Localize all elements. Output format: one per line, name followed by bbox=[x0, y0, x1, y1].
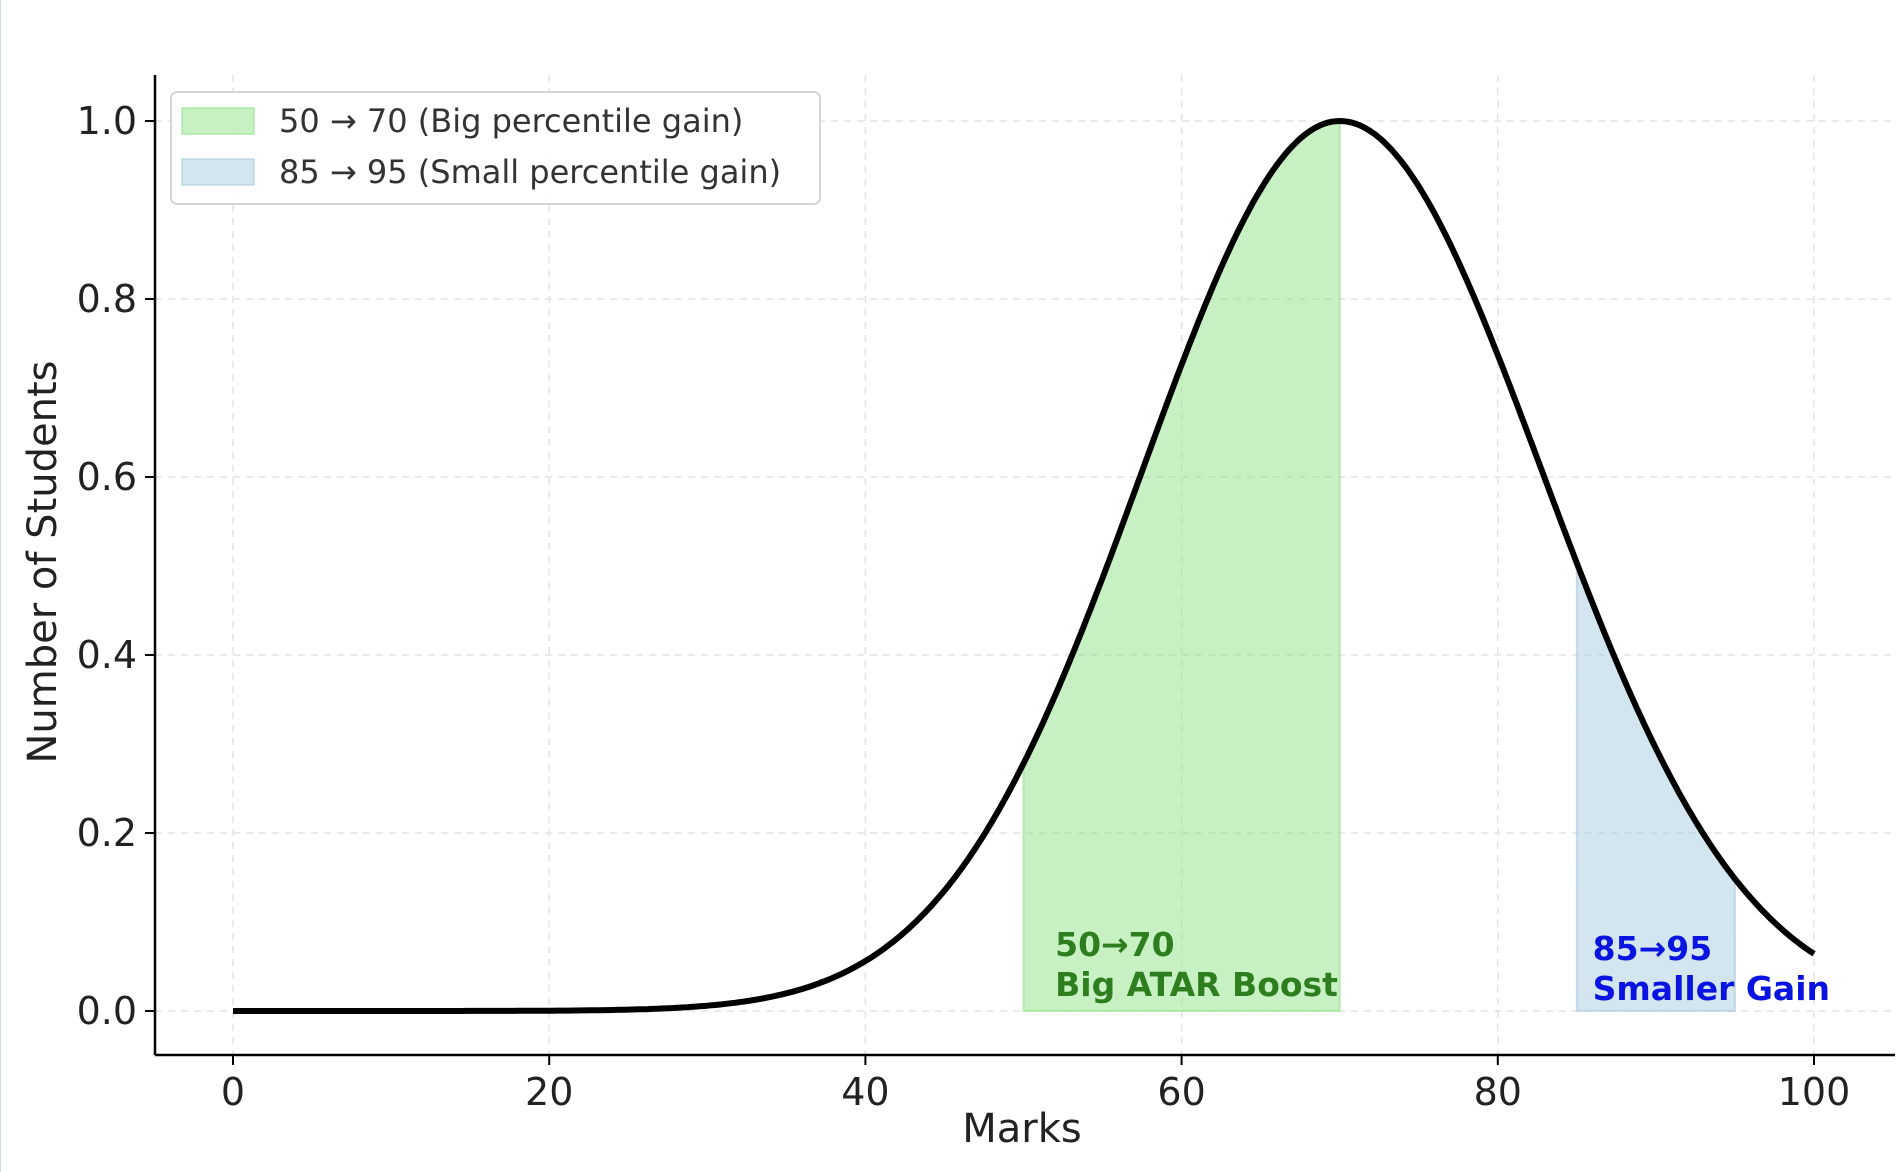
y-tick-label-1: 0.2 bbox=[77, 811, 137, 855]
x-tick-label-1: 20 bbox=[525, 1070, 573, 1114]
legend-swatch-big-gain bbox=[181, 107, 255, 135]
y-axis-title: Number of Students bbox=[20, 361, 66, 764]
legend-label-small-gain: 85 → 95 (Small percentile gain) bbox=[279, 153, 781, 191]
x-tick-labels: 0 20 40 60 80 100 bbox=[221, 1055, 1850, 1114]
density-curve bbox=[233, 118, 1816, 1014]
legend-swatch-small-gain bbox=[181, 158, 255, 186]
x-axis-title: Marks bbox=[962, 1106, 1081, 1152]
page-left-edge bbox=[0, 0, 1, 1172]
y-tick-label-0: 0.0 bbox=[77, 989, 137, 1033]
x-tick-label-4: 80 bbox=[1474, 1070, 1522, 1114]
x-tick-label-2: 40 bbox=[841, 1070, 889, 1114]
annotation-0-range: 50→70 bbox=[1055, 925, 1175, 964]
annotation-1-range: 85→95 bbox=[1593, 929, 1713, 968]
y-tick-label-2: 0.4 bbox=[77, 633, 137, 677]
y-tick-label-4: 0.8 bbox=[77, 277, 137, 321]
y-tick-label-3: 0.6 bbox=[77, 455, 137, 499]
y-tick-labels: 0.0 0.2 0.4 0.6 0.8 1.0 bbox=[77, 99, 155, 1033]
x-tick-label-5: 100 bbox=[1778, 1070, 1851, 1114]
x-tick-label-3: 60 bbox=[1157, 1070, 1205, 1114]
x-tick-label-0: 0 bbox=[221, 1070, 245, 1114]
annotation-0-text: Big ATAR Boost bbox=[1055, 965, 1338, 1004]
legend-label-big-gain: 50 → 70 (Big percentile gain) bbox=[279, 102, 743, 140]
axes bbox=[153, 75, 1895, 1057]
highlight-bands bbox=[1022, 119, 1736, 1012]
legend: 50 → 70 (Big percentile gain) 85 → 95 (S… bbox=[170, 91, 821, 205]
annotation-1-text: Smaller Gain bbox=[1593, 969, 1830, 1008]
y-tick-label-5: 1.0 bbox=[77, 99, 137, 143]
legend-box bbox=[170, 91, 821, 205]
band-0 bbox=[1022, 119, 1341, 1012]
curve-layer bbox=[233, 118, 1816, 1014]
